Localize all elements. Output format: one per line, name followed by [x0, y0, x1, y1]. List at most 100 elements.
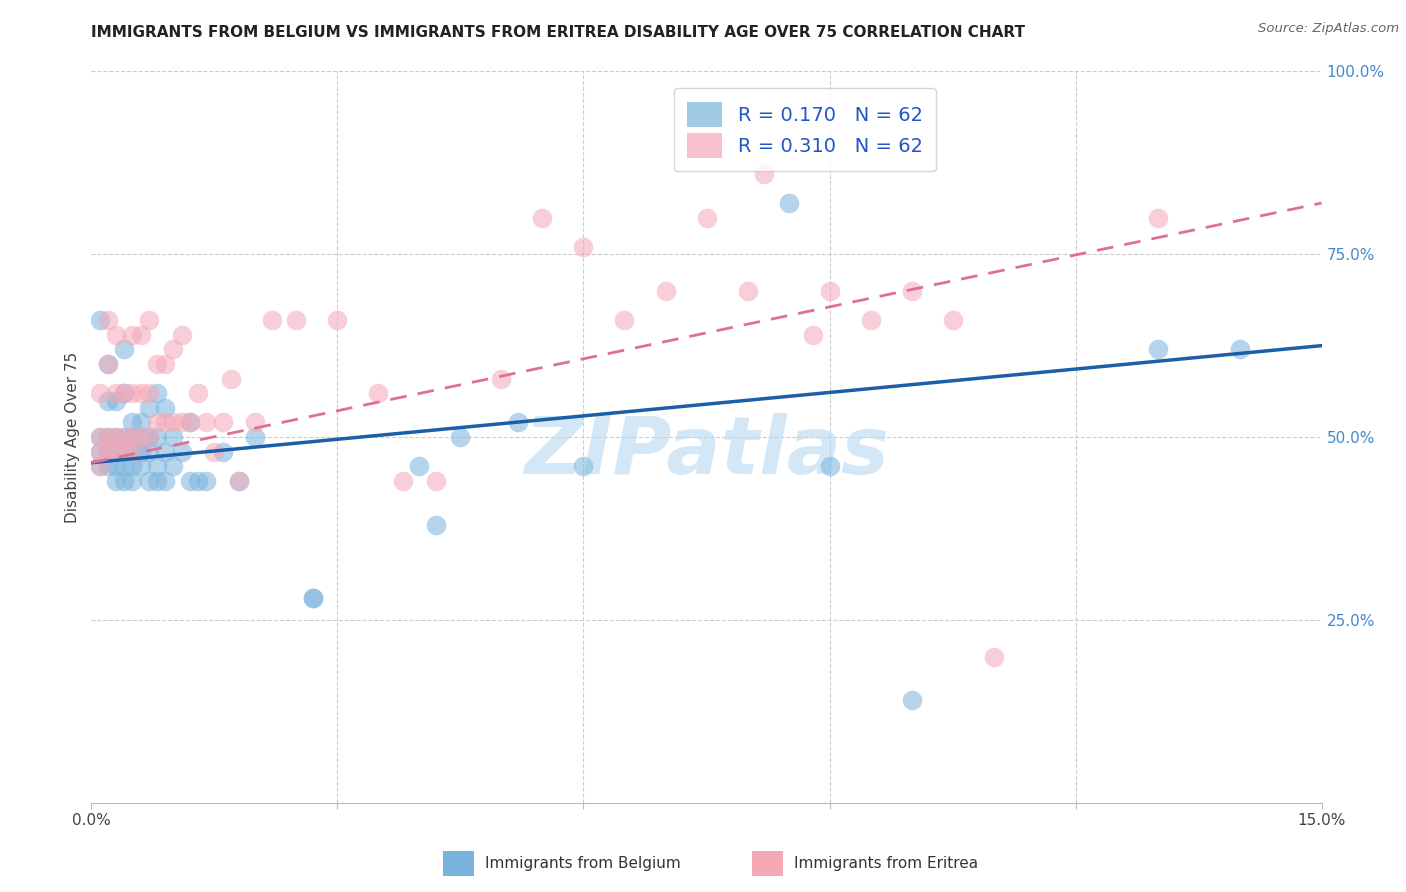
Point	[211, 416, 233, 430]
Legend: R = 0.170   N = 62, R = 0.310   N = 62: R = 0.170 N = 62, R = 0.310 N = 62	[673, 88, 936, 171]
Point	[179, 416, 201, 430]
Point	[97, 444, 120, 458]
Point	[105, 327, 127, 342]
Point	[112, 444, 135, 458]
Point	[1146, 211, 1168, 225]
Point	[219, 371, 242, 385]
Point	[179, 416, 201, 430]
Point	[425, 517, 447, 532]
Point	[572, 459, 595, 474]
Point	[89, 430, 111, 444]
Point	[228, 474, 250, 488]
Point	[942, 313, 965, 327]
Point	[121, 474, 143, 488]
Point	[138, 430, 160, 444]
Point	[654, 284, 676, 298]
Point	[425, 474, 447, 488]
Point	[170, 416, 193, 430]
Point	[778, 196, 800, 211]
Point	[818, 459, 841, 474]
Point	[105, 444, 127, 458]
Point	[138, 430, 160, 444]
Point	[818, 284, 841, 298]
Point	[129, 430, 152, 444]
Point	[112, 430, 135, 444]
Point	[112, 430, 135, 444]
Point	[129, 430, 152, 444]
Point	[105, 444, 127, 458]
Point	[900, 284, 922, 298]
Point	[97, 444, 120, 458]
Point	[129, 416, 152, 430]
Point	[129, 459, 152, 474]
Point	[153, 357, 177, 371]
Point	[737, 284, 759, 298]
Point	[97, 459, 120, 474]
Point	[97, 430, 120, 444]
Point	[112, 474, 135, 488]
Text: Immigrants from Belgium: Immigrants from Belgium	[485, 856, 681, 871]
Point	[449, 430, 471, 444]
Point	[105, 430, 127, 444]
Point	[129, 386, 152, 401]
Point	[153, 474, 177, 488]
Point	[752, 167, 775, 181]
Point	[301, 591, 323, 605]
Point	[162, 459, 184, 474]
Point	[129, 444, 152, 458]
Point	[301, 591, 323, 605]
Point	[97, 313, 120, 327]
Point	[112, 386, 135, 401]
Point	[613, 313, 636, 327]
Point	[228, 474, 250, 488]
Point	[129, 327, 152, 342]
Point	[245, 430, 267, 444]
Point	[801, 327, 824, 342]
Point	[112, 386, 135, 401]
Point	[97, 357, 120, 371]
Point	[170, 444, 193, 458]
Point	[89, 444, 111, 458]
Point	[105, 393, 127, 408]
Point	[187, 386, 209, 401]
Point	[112, 459, 135, 474]
Point	[195, 474, 218, 488]
Point	[121, 444, 143, 458]
Point	[491, 371, 513, 385]
Point	[245, 416, 267, 430]
Point	[121, 444, 143, 458]
Point	[89, 444, 111, 458]
Point	[138, 474, 160, 488]
Point	[162, 343, 184, 357]
Point	[89, 459, 111, 474]
Point	[121, 386, 143, 401]
Point	[138, 313, 160, 327]
Point	[695, 211, 717, 225]
Point	[408, 459, 430, 474]
Point	[162, 430, 184, 444]
Point	[285, 313, 308, 327]
Point	[162, 416, 184, 430]
Point	[153, 416, 177, 430]
Point	[97, 357, 120, 371]
Point	[112, 343, 135, 357]
Point	[121, 327, 143, 342]
Point	[121, 430, 143, 444]
Point	[105, 474, 127, 488]
Point	[260, 313, 283, 327]
Point	[89, 430, 111, 444]
Point	[97, 393, 120, 408]
Point	[146, 430, 169, 444]
Point	[146, 357, 169, 371]
Point	[153, 401, 177, 415]
Point	[105, 430, 127, 444]
Point	[153, 444, 177, 458]
Point	[392, 474, 415, 488]
Point	[983, 649, 1005, 664]
Point	[1229, 343, 1251, 357]
Text: IMMIGRANTS FROM BELGIUM VS IMMIGRANTS FROM ERITREA DISABILITY AGE OVER 75 CORREL: IMMIGRANTS FROM BELGIUM VS IMMIGRANTS FR…	[91, 25, 1025, 40]
Point	[146, 416, 169, 430]
Point	[146, 386, 169, 401]
Point	[105, 386, 127, 401]
Text: Immigrants from Eritrea: Immigrants from Eritrea	[794, 856, 979, 871]
